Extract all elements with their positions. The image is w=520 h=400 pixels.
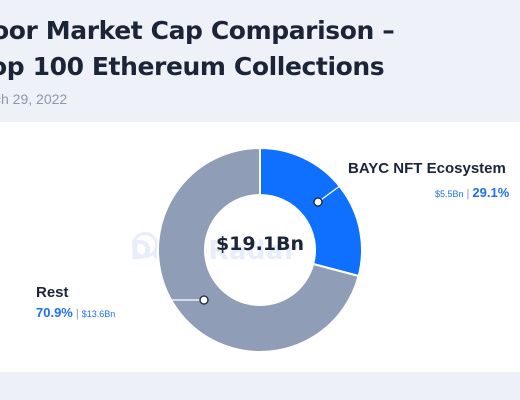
- separator: |: [75, 308, 79, 320]
- chart-title-line-2: op 100 Ethereum Collections: [0, 52, 385, 81]
- slice-percent-rest: 70.9%: [36, 305, 73, 320]
- leader-dot-bayc: [313, 197, 323, 207]
- donut-center-total: $19.1Bn: [215, 233, 305, 255]
- leader-line-bayc: [317, 179, 349, 203]
- footer-band: [0, 372, 520, 400]
- slice-sublabel-bayc: $5.5Bn | 29.1%: [435, 185, 509, 200]
- slice-value-bayc: $5.5Bn: [435, 189, 464, 199]
- watermark-logo-icon: [132, 232, 158, 258]
- slice-percent-bayc: 29.1%: [472, 185, 510, 200]
- chart-title-line-1: oor Market Cap Comparison –: [0, 16, 395, 45]
- slice-value-rest: $13.6Bn: [81, 309, 116, 319]
- slice-sublabel-rest: 70.9% | $13.6Bn: [36, 305, 115, 320]
- slice-label-bayc: BAYC NFT Ecosystem: [348, 160, 506, 177]
- separator: |: [466, 188, 470, 200]
- leader-dot-rest: [199, 295, 209, 305]
- chart-date: ch 29, 2022: [0, 91, 68, 107]
- header: oor Market Cap Comparison – op 100 Ether…: [0, 0, 520, 122]
- slice-label-rest: Rest: [36, 284, 69, 301]
- slice-bayc: [259, 146, 363, 278]
